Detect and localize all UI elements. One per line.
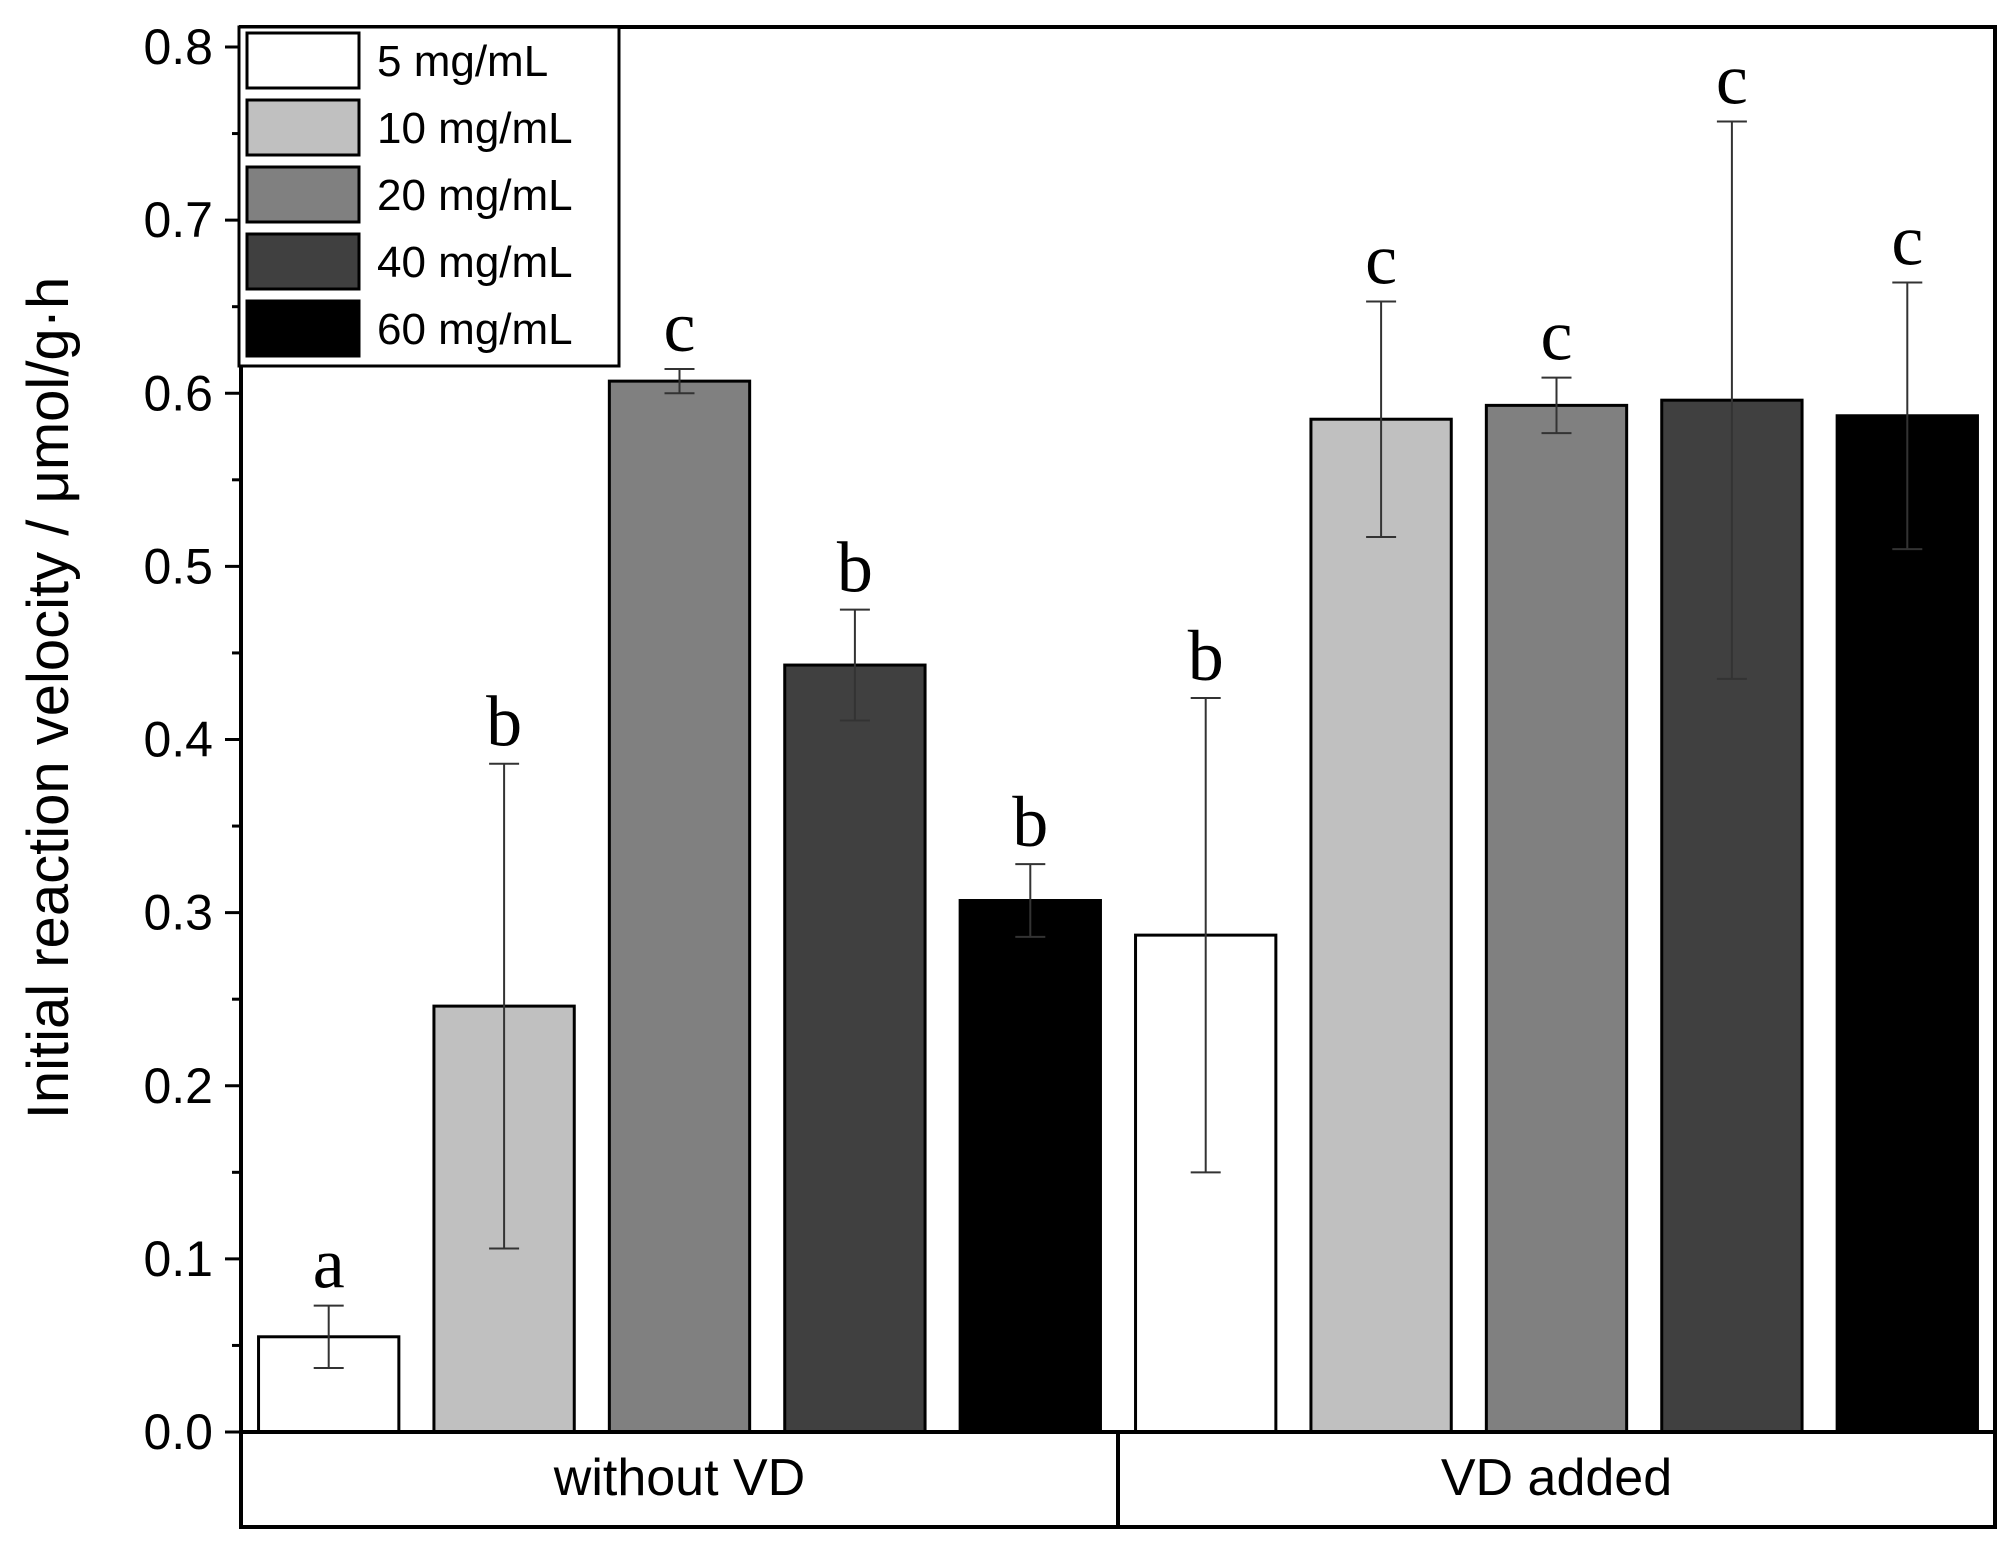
y-tick-label: 0.1 — [143, 1231, 213, 1287]
significance-label: b — [486, 682, 522, 762]
significance-label: b — [1188, 616, 1224, 696]
bar-10-mg-ml-vd-added — [1309, 417, 1453, 1434]
y-axis-title: Initial reaction velocity / μmol/g·h — [16, 277, 81, 1120]
group-label: VD added — [1441, 1449, 1672, 1507]
y-tick-label: 0.8 — [143, 19, 213, 75]
significance-label: c — [1541, 296, 1573, 376]
legend-swatch — [245, 232, 361, 291]
y-tick-label: 0.3 — [143, 885, 213, 941]
bars-layer: a b c b b b c c c c — [257, 39, 1979, 1434]
bar-60-mg-ml-without-vd — [958, 899, 1102, 1434]
significance-label: b — [1012, 782, 1048, 862]
y-tick-label: 0.0 — [143, 1404, 213, 1460]
y-tick-label: 0.4 — [143, 712, 213, 768]
significance-label: c — [1891, 200, 1923, 280]
legend-label: 20 mg/mL — [377, 171, 573, 220]
y-tick-label: 0.7 — [143, 192, 213, 248]
significance-label: b — [837, 528, 873, 608]
legend: 5 mg/mL 10 mg/mL 20 mg/mL 40 mg/mL 60 mg/mL — [237, 25, 621, 368]
legend-swatch — [245, 98, 361, 157]
bar-20-mg-ml-vd-added — [1484, 403, 1629, 1434]
y-tick-label: 0.5 — [143, 538, 213, 594]
legend-label: 60 mg/mL — [377, 305, 573, 354]
bar-40-mg-ml-without-vd — [783, 663, 927, 1434]
bar-20-mg-ml-without-vd — [607, 379, 752, 1434]
group-label-layer: without VD VD added — [239, 1430, 1997, 1529]
significance-label: c — [1365, 219, 1397, 299]
y-tick-label: 0.6 — [143, 365, 213, 421]
legend-swatch — [245, 31, 361, 90]
significance-label: a — [313, 1224, 345, 1304]
axis-layer: 0.0 0.1 0.2 0.3 0.4 0.5 0.6 0.7 0.8 — [143, 19, 241, 1460]
group-label: without VD — [553, 1449, 805, 1507]
legend-swatch — [245, 165, 361, 224]
y-tick-label: 0.2 — [143, 1058, 213, 1114]
significance-label: c — [664, 287, 696, 367]
legend-label: 10 mg/mL — [377, 104, 573, 153]
legend-swatch — [245, 299, 361, 358]
legend-label: 40 mg/mL — [377, 238, 573, 287]
significance-label: c — [1716, 39, 1748, 119]
bar-60-mg-ml-vd-added — [1835, 414, 1979, 1434]
group-box — [1116, 1430, 1997, 1529]
legend-label: 5 mg/mL — [377, 37, 548, 86]
